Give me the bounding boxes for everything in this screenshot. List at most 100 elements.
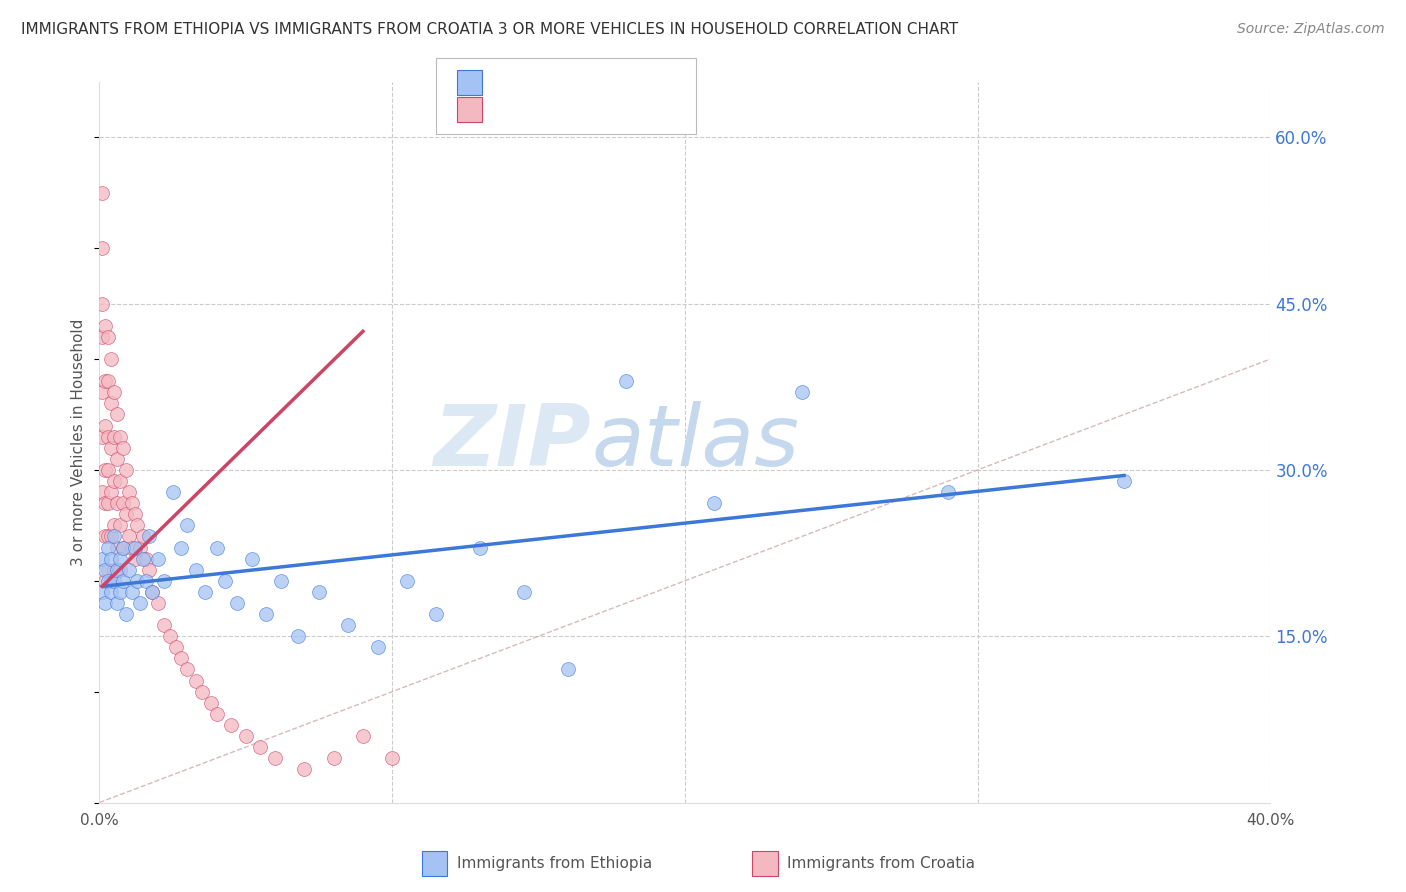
Point xyxy=(146,596,169,610)
Point xyxy=(91,296,114,310)
Point xyxy=(100,441,122,455)
Point xyxy=(91,585,114,599)
Point xyxy=(91,551,114,566)
Point xyxy=(100,352,122,367)
Point xyxy=(105,541,128,555)
Point xyxy=(270,574,292,588)
Text: N = 76: N = 76 xyxy=(598,103,655,117)
Point xyxy=(790,385,813,400)
Point xyxy=(184,563,207,577)
Point xyxy=(91,241,114,255)
Point xyxy=(249,740,271,755)
Point xyxy=(395,574,418,588)
Point xyxy=(226,596,249,610)
Point xyxy=(153,618,176,632)
Point xyxy=(191,684,214,698)
Point xyxy=(159,629,181,643)
Point xyxy=(1112,474,1135,488)
Point xyxy=(254,607,277,621)
Point xyxy=(97,541,120,555)
Point xyxy=(114,508,136,522)
Point xyxy=(184,673,207,688)
Point xyxy=(103,430,125,444)
Point xyxy=(176,518,198,533)
Point xyxy=(124,508,146,522)
Point xyxy=(94,529,117,543)
Point xyxy=(938,485,960,500)
Point xyxy=(111,541,134,555)
Text: R = 0.190: R = 0.190 xyxy=(492,103,568,117)
Point xyxy=(94,563,117,577)
Point xyxy=(703,496,725,510)
Point xyxy=(105,451,128,466)
Point xyxy=(91,186,114,200)
Point xyxy=(100,529,122,543)
Point xyxy=(94,318,117,333)
Point xyxy=(97,563,120,577)
Point xyxy=(200,696,222,710)
Point xyxy=(97,529,120,543)
Point xyxy=(108,585,131,599)
Point xyxy=(91,385,114,400)
Text: Immigrants from Croatia: Immigrants from Croatia xyxy=(787,856,976,871)
Point xyxy=(141,585,163,599)
Text: IMMIGRANTS FROM ETHIOPIA VS IMMIGRANTS FROM CROATIA 3 OR MORE VEHICLES IN HOUSEH: IMMIGRANTS FROM ETHIOPIA VS IMMIGRANTS F… xyxy=(21,22,959,37)
Point xyxy=(111,541,134,555)
Point xyxy=(352,729,374,743)
Point xyxy=(337,618,360,632)
Point xyxy=(121,585,143,599)
Point xyxy=(108,430,131,444)
Point xyxy=(100,551,122,566)
Point xyxy=(194,585,217,599)
Point xyxy=(132,529,155,543)
Point xyxy=(170,651,193,665)
Point xyxy=(214,574,236,588)
Point xyxy=(205,541,228,555)
Point xyxy=(111,574,134,588)
Point xyxy=(108,474,131,488)
Text: Source: ZipAtlas.com: Source: ZipAtlas.com xyxy=(1237,22,1385,37)
Point xyxy=(381,751,404,765)
Point xyxy=(308,585,330,599)
Point xyxy=(138,563,160,577)
Point xyxy=(176,663,198,677)
Point xyxy=(219,718,242,732)
Point xyxy=(103,529,125,543)
Point xyxy=(103,518,125,533)
Point xyxy=(103,385,125,400)
Point xyxy=(91,485,114,500)
Point xyxy=(165,640,187,655)
Point xyxy=(103,574,125,588)
Point xyxy=(94,574,117,588)
Point xyxy=(97,496,120,510)
Point xyxy=(108,551,131,566)
Point xyxy=(94,418,117,433)
Point xyxy=(135,574,157,588)
Point xyxy=(97,330,120,344)
Point xyxy=(468,541,491,555)
Point xyxy=(141,585,163,599)
Point xyxy=(127,574,149,588)
Point xyxy=(105,563,128,577)
Point xyxy=(91,330,114,344)
Point xyxy=(138,529,160,543)
Point xyxy=(114,463,136,477)
Point xyxy=(235,729,257,743)
Point xyxy=(91,430,114,444)
Point xyxy=(367,640,389,655)
Point xyxy=(132,551,155,566)
Point xyxy=(108,518,131,533)
Point xyxy=(322,751,344,765)
Point xyxy=(100,396,122,410)
Point xyxy=(118,529,141,543)
Point xyxy=(103,563,125,577)
Point xyxy=(105,596,128,610)
Point xyxy=(100,485,122,500)
Point xyxy=(118,485,141,500)
Point xyxy=(111,441,134,455)
Point xyxy=(425,607,447,621)
Point xyxy=(240,551,263,566)
Point xyxy=(614,374,637,388)
Text: ZIP: ZIP xyxy=(433,401,592,483)
Point xyxy=(513,585,536,599)
